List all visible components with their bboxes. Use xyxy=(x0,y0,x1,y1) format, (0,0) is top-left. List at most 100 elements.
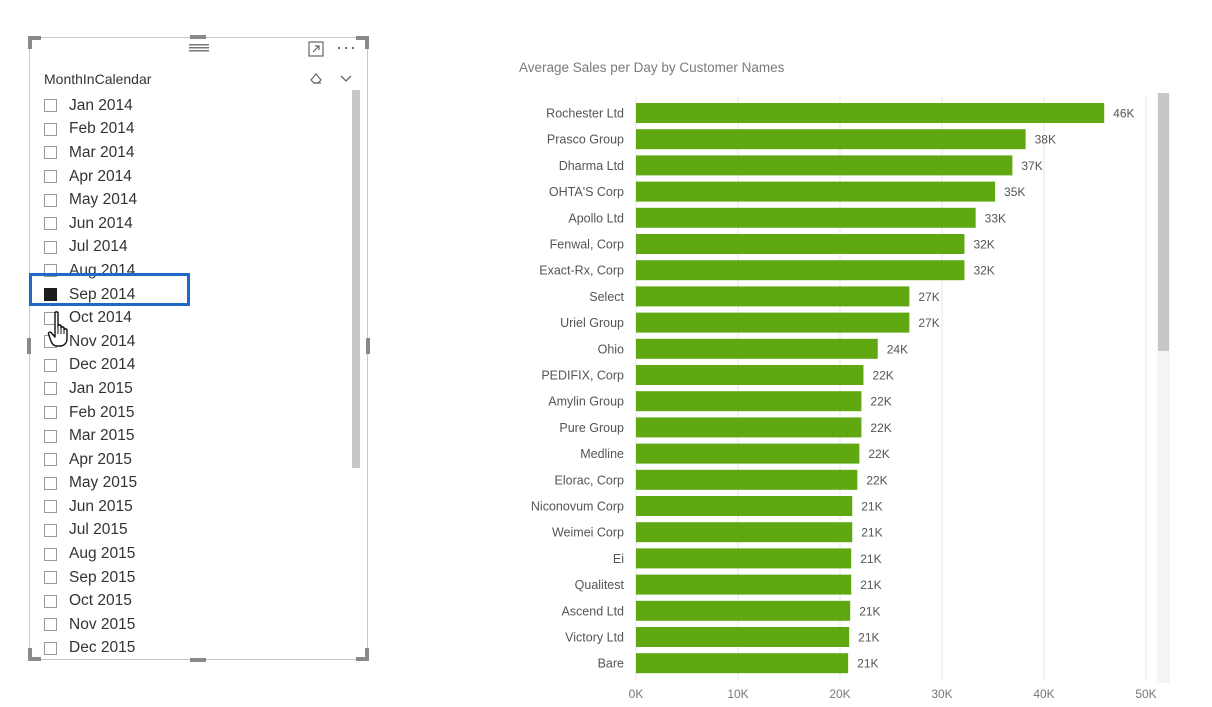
slicer-item[interactable]: Feb 2014 xyxy=(44,118,344,142)
slicer-item[interactable]: Dec 2014 xyxy=(44,354,344,378)
slicer-checkbox[interactable] xyxy=(44,146,57,160)
bar[interactable] xyxy=(636,391,862,412)
slicer-checkbox[interactable] xyxy=(44,358,57,372)
data-label: 32K xyxy=(973,238,994,252)
bar[interactable] xyxy=(636,103,1105,123)
resize-corner-top-left[interactable] xyxy=(28,36,41,49)
slicer-item[interactable]: Sep 2014 xyxy=(44,283,344,307)
slicer-checkbox[interactable] xyxy=(44,618,57,632)
category-label: Select xyxy=(589,290,624,304)
x-tick-label: 40K xyxy=(1033,687,1054,701)
resize-handle-right[interactable] xyxy=(366,338,370,354)
slicer-item[interactable]: May 2014 xyxy=(44,188,344,212)
slicer-list: Jan 2014 Feb 2014 Mar 2014 Apr 2014 May 2014… xyxy=(44,94,344,660)
x-tick-label: 10K xyxy=(727,687,748,701)
bar[interactable] xyxy=(636,653,849,674)
bar[interactable] xyxy=(636,234,965,254)
resize-handle-bottom[interactable] xyxy=(190,658,206,662)
category-label: Medline xyxy=(580,447,624,461)
slicer-checkbox[interactable] xyxy=(44,122,57,136)
slicer-checkbox[interactable] xyxy=(44,571,57,585)
slicer-checkbox[interactable] xyxy=(44,382,57,396)
slicer-item[interactable]: Aug 2015 xyxy=(44,542,344,566)
bar[interactable] xyxy=(636,286,910,307)
bar[interactable] xyxy=(636,338,878,359)
slicer-checkbox[interactable] xyxy=(44,476,57,490)
data-label: 21K xyxy=(860,552,881,566)
slicer-checkbox[interactable] xyxy=(44,217,57,231)
slicer-checkbox[interactable] xyxy=(44,594,57,608)
slicer-item[interactable]: Mar 2015 xyxy=(44,424,344,448)
slicer-item[interactable]: Sep 2015 xyxy=(44,566,344,590)
slicer-checkbox[interactable] xyxy=(44,500,57,514)
slicer-item[interactable]: May 2015 xyxy=(44,472,344,496)
bar[interactable] xyxy=(636,522,853,543)
slicer-checkbox[interactable] xyxy=(44,453,57,467)
slicer-scrollbar[interactable] xyxy=(352,90,360,468)
focus-mode-icon[interactable] xyxy=(308,41,324,57)
slicer-checkbox[interactable] xyxy=(44,193,57,207)
slicer-item[interactable]: Jul 2015 xyxy=(44,519,344,543)
slicer-checkbox[interactable] xyxy=(44,429,57,443)
bar[interactable] xyxy=(636,312,910,333)
resize-handle-top[interactable] xyxy=(190,35,206,39)
slicer-checkbox[interactable] xyxy=(44,406,57,420)
slicer-checkbox[interactable] xyxy=(44,170,57,184)
resize-corner-bottom-right[interactable] xyxy=(356,648,369,661)
month-slicer[interactable]: ··· MonthInCalendar Jan 2014 Feb 2014 Mar … xyxy=(27,35,370,662)
slicer-item[interactable]: Jan 2015 xyxy=(44,377,344,401)
bar[interactable] xyxy=(636,574,852,595)
slicer-item[interactable]: Mar 2014 xyxy=(44,141,344,165)
slicer-item[interactable]: Jan 2014 xyxy=(44,94,344,118)
slicer-item[interactable]: Apr 2015 xyxy=(44,448,344,472)
bar[interactable] xyxy=(636,181,996,202)
data-label: 21K xyxy=(861,526,882,540)
slicer-item[interactable]: Feb 2015 xyxy=(44,401,344,425)
slicer-item-label: Oct 2014 xyxy=(69,309,132,327)
slicer-title: MonthInCalendar xyxy=(44,71,152,87)
bar[interactable] xyxy=(636,443,860,464)
chart-scrollbar-thumb[interactable] xyxy=(1158,93,1169,351)
slicer-item[interactable]: Jun 2014 xyxy=(44,212,344,236)
bar[interactable] xyxy=(636,260,965,281)
bar[interactable] xyxy=(636,627,850,647)
slicer-checkbox[interactable] xyxy=(44,99,57,113)
resize-handle-left[interactable] xyxy=(27,338,31,354)
slicer-checkbox[interactable] xyxy=(44,641,57,655)
bar[interactable] xyxy=(636,155,1013,176)
resize-corner-bottom-left[interactable] xyxy=(28,648,41,661)
data-label: 46K xyxy=(1113,107,1134,121)
slicer-item[interactable]: Oct 2015 xyxy=(44,589,344,613)
chevron-down-icon[interactable] xyxy=(340,72,352,84)
bar[interactable] xyxy=(636,207,976,228)
slicer-item-label: Oct 2015 xyxy=(69,592,132,610)
slicer-item[interactable]: Jul 2014 xyxy=(44,236,344,260)
bar[interactable] xyxy=(636,365,864,385)
slicer-checkbox[interactable] xyxy=(44,547,57,561)
slicer-item-label: Jan 2015 xyxy=(69,379,133,397)
slicer-item[interactable]: Jun 2015 xyxy=(44,495,344,519)
category-label: Weimei Corp xyxy=(552,526,624,540)
bar[interactable] xyxy=(636,548,852,569)
data-label: 22K xyxy=(870,421,891,435)
more-options-icon[interactable]: ··· xyxy=(336,37,357,57)
bar[interactable] xyxy=(636,417,862,438)
bar[interactable] xyxy=(636,496,853,516)
category-label: Dharma Ltd xyxy=(559,159,624,173)
slicer-checkbox[interactable] xyxy=(44,288,57,302)
slicer-item[interactable]: Dec 2015 xyxy=(44,637,344,661)
slicer-checkbox[interactable] xyxy=(44,523,57,537)
slicer-item-label: Mar 2014 xyxy=(69,143,135,161)
slicer-item[interactable]: Nov 2015 xyxy=(44,613,344,637)
bar[interactable] xyxy=(636,469,858,490)
drag-handle-icon[interactable] xyxy=(189,44,209,52)
slicer-item-label: Nov 2015 xyxy=(69,615,136,633)
category-label: Ohio xyxy=(598,342,624,356)
bar[interactable] xyxy=(636,129,1026,150)
clear-selections-icon[interactable] xyxy=(309,71,323,85)
bar[interactable] xyxy=(636,600,851,621)
x-tick-label: 50K xyxy=(1135,687,1156,701)
slicer-item[interactable]: Apr 2014 xyxy=(44,165,344,189)
slicer-checkbox[interactable] xyxy=(44,240,57,254)
resize-corner-top-right[interactable] xyxy=(356,36,369,49)
